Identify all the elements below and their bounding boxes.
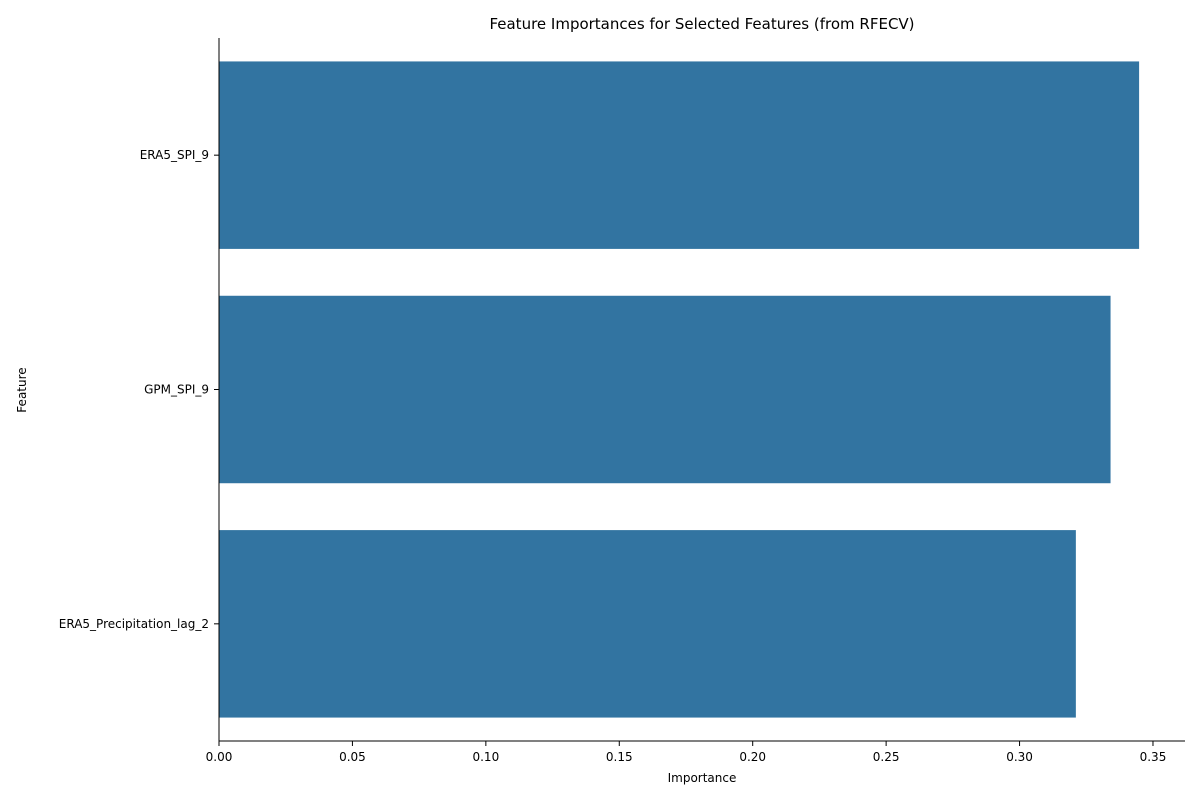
x-ticks: 0.00 0.05 0.10 0.15 0.20 0.25 0.30 0.35 xyxy=(206,741,1167,764)
x-tick-label: 0.20 xyxy=(739,750,766,764)
bars-layer xyxy=(219,61,1140,718)
x-tick-label: 0.15 xyxy=(606,750,633,764)
y-tick-label: ERA5_SPI_9 xyxy=(140,148,209,162)
x-axis-title: Importance xyxy=(668,771,737,785)
bar-era5-spi-9 xyxy=(219,61,1140,249)
x-tick-label: 0.25 xyxy=(873,750,900,764)
x-tick-label: 0.35 xyxy=(1140,750,1167,764)
y-axis-title: Feature xyxy=(15,367,29,412)
x-tick-label: 0.05 xyxy=(339,750,366,764)
y-tick-label: ERA5_Precipitation_lag_2 xyxy=(59,617,209,631)
y-ticks: ERA5_SPI_9 GPM_SPI_9 ERA5_Precipitation_la… xyxy=(59,148,219,631)
x-tick-label: 0.00 xyxy=(206,750,233,764)
chart-title: Feature Importances for Selected Feature… xyxy=(489,15,914,33)
bar-era5-precipitation-lag-2 xyxy=(219,530,1076,718)
x-tick-label: 0.10 xyxy=(472,750,499,764)
bar-gpm-spi-9 xyxy=(219,295,1111,484)
x-tick-label: 0.30 xyxy=(1006,750,1033,764)
y-tick-label: GPM_SPI_9 xyxy=(144,383,209,397)
